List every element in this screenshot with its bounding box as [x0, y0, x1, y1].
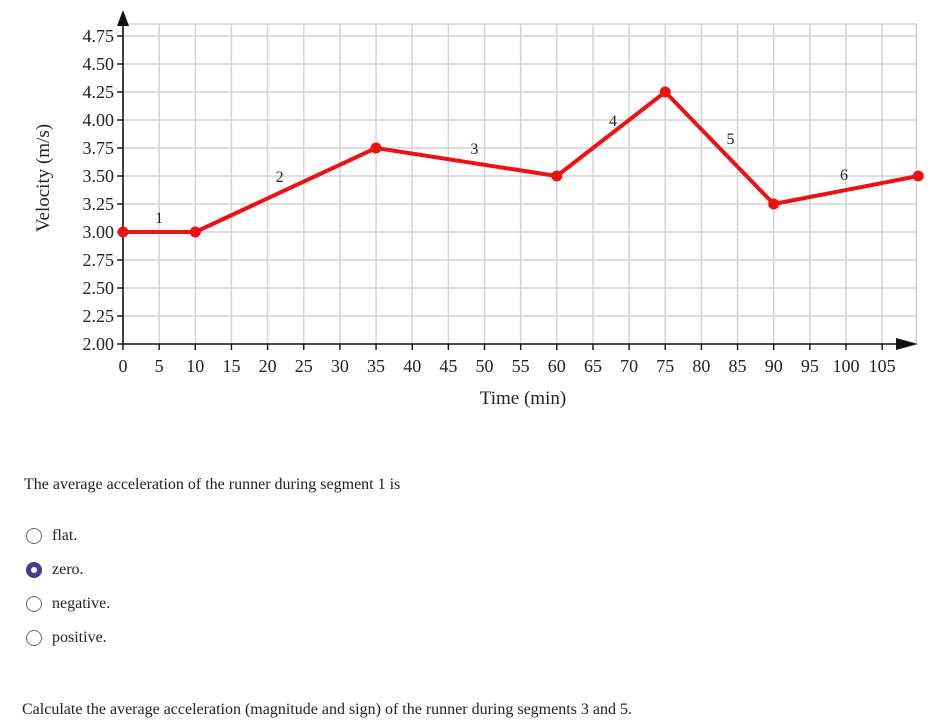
x-axis-title: Time (min) [480, 388, 566, 409]
y-tick-label: 2.00 [83, 334, 115, 354]
x-tick-label: 20 [259, 356, 277, 376]
x-tick-label: 70 [620, 356, 638, 376]
x-axis-arrow [896, 338, 918, 350]
data-point [551, 170, 563, 182]
x-tick-label: 25 [295, 356, 313, 376]
chart-grid [123, 23, 918, 344]
data-point [768, 198, 780, 210]
y-tick-label: 3.00 [83, 222, 115, 242]
chart-series [117, 86, 924, 238]
y-tick-label: 4.50 [83, 54, 115, 74]
y-tick-label: 4.25 [83, 82, 115, 102]
x-tick-label: 100 [833, 356, 860, 376]
x-tick-label: 40 [403, 356, 421, 376]
chart-axes [117, 10, 918, 350]
x-tick-label: 95 [801, 356, 819, 376]
option-label: flat. [52, 527, 78, 544]
option-label: zero. [52, 561, 84, 578]
data-point [659, 86, 671, 98]
radio-positive[interactable] [26, 630, 42, 646]
velocity-time-chart: 2.00 2.25 2.50 2.75 3.00 3.25 3.50 3.75 4.00 4.25… [33, 10, 924, 409]
x-tick-label: 5 [155, 356, 164, 376]
segment-label: 3 [470, 141, 478, 158]
y-tick-label: 2.50 [83, 278, 115, 298]
x-tick-label: 35 [367, 356, 385, 376]
x-tick-label: 55 [512, 356, 530, 376]
data-point [912, 170, 924, 182]
segment-label: 1 [155, 210, 163, 227]
x-tick-label: 15 [222, 356, 240, 376]
x-tick-label: 45 [439, 356, 457, 376]
x-tick-label: 0 [119, 356, 128, 376]
x-tick-label: 105 [869, 356, 896, 376]
data-point [189, 226, 201, 238]
y-axis-arrow [117, 10, 129, 26]
y-axis-title: Velocity (m/s) [33, 124, 54, 232]
x-tick-label: 65 [584, 356, 602, 376]
option-label: positive. [52, 629, 107, 646]
option-flat[interactable]: flat. [26, 519, 110, 553]
question-prompt: The average acceleration of the runner d… [24, 476, 401, 493]
option-negative[interactable]: negative. [26, 587, 110, 621]
option-zero[interactable]: zero. [26, 553, 110, 587]
y-tick-label: 3.75 [83, 138, 115, 158]
x-tick-label: 60 [548, 356, 566, 376]
option-positive[interactable]: positive. [26, 621, 110, 655]
x-tick-label: 75 [656, 356, 674, 376]
x-tick-label: 50 [476, 356, 494, 376]
y-tick-label: 4.75 [83, 26, 115, 46]
segment-label: 6 [840, 167, 848, 184]
option-label: negative. [52, 595, 111, 612]
x-tick-label: 10 [186, 356, 204, 376]
y-tick-label: 3.25 [83, 194, 115, 214]
y-tick-label: 4.00 [83, 110, 115, 130]
radio-negative[interactable] [26, 596, 42, 612]
chart-ticks: 2.00 2.25 2.50 2.75 3.00 3.25 3.50 3.75 4.00 4.25… [83, 26, 896, 376]
segment-label: 4 [609, 113, 617, 130]
followup-question: Calculate the average acceleration (magn… [22, 701, 632, 718]
y-tick-label: 3.50 [83, 166, 115, 186]
y-tick-label: 2.75 [83, 250, 115, 270]
x-tick-label: 80 [692, 356, 710, 376]
data-point [117, 226, 129, 238]
radio-flat[interactable] [26, 528, 42, 544]
x-tick-label: 90 [765, 356, 783, 376]
data-point [370, 142, 382, 154]
x-tick-label: 30 [331, 356, 349, 376]
radio-zero[interactable] [26, 562, 42, 578]
x-tick-label: 85 [729, 356, 747, 376]
segment-label: 2 [276, 169, 284, 186]
y-tick-label: 2.25 [83, 306, 115, 326]
segment-label: 5 [726, 131, 734, 148]
answer-options: flat. zero. negative. positive. [26, 519, 110, 655]
